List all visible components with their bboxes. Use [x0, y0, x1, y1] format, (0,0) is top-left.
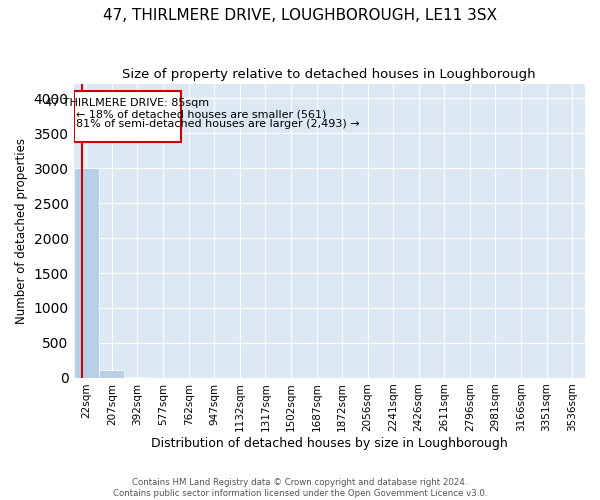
Bar [74, 168, 99, 378]
Y-axis label: Number of detached properties: Number of detached properties [15, 138, 28, 324]
Text: 47 THIRLMERE DRIVE: 85sqm: 47 THIRLMERE DRIVE: 85sqm [45, 98, 209, 108]
Text: 47, THIRLMERE DRIVE, LOUGHBOROUGH, LE11 3SX: 47, THIRLMERE DRIVE, LOUGHBOROUGH, LE11 … [103, 8, 497, 22]
Bar [100, 370, 124, 378]
Title: Size of property relative to detached houses in Loughborough: Size of property relative to detached ho… [122, 68, 536, 80]
X-axis label: Distribution of detached houses by size in Loughborough: Distribution of detached houses by size … [151, 437, 508, 450]
Text: 81% of semi-detached houses are larger (2,493) →: 81% of semi-detached houses are larger (… [76, 118, 359, 128]
Text: ← 18% of detached houses are smaller (561): ← 18% of detached houses are smaller (56… [76, 109, 326, 119]
Bar [74, 92, 181, 142]
Text: Contains HM Land Registry data © Crown copyright and database right 2024.
Contai: Contains HM Land Registry data © Crown c… [113, 478, 487, 498]
